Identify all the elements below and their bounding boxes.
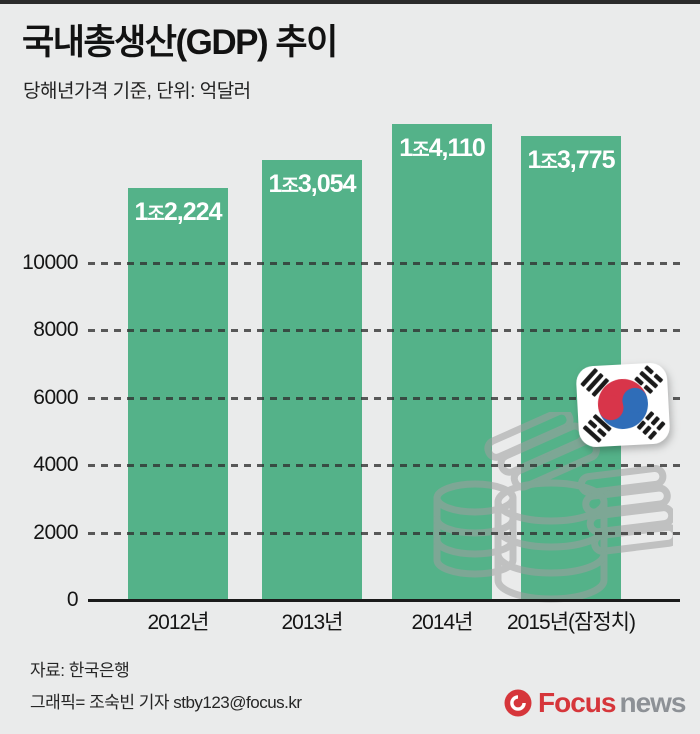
gridline-10000 xyxy=(88,262,680,265)
trigram-gam-icon xyxy=(634,365,663,394)
trigram-ri-icon xyxy=(582,414,612,443)
brand-name-primary: Focus xyxy=(538,687,616,718)
x-axis-tick-label: 2012년 xyxy=(147,611,209,634)
y-axis-tick-label: 0 xyxy=(66,588,79,611)
y-axis-tick-label: 8000 xyxy=(33,318,78,342)
data-source-text: 자료: 한국은행 xyxy=(30,661,130,680)
trigram-geon-icon xyxy=(580,368,609,397)
south-korea-flag-icon xyxy=(576,363,670,447)
x-axis-tick-label: 2013년 xyxy=(281,611,343,634)
x-axis-line xyxy=(88,599,680,602)
chart-unit-note: 당해년가격 기준, 단위: 억달러 xyxy=(23,81,251,102)
gridline-6000 xyxy=(88,396,680,400)
brand-name-secondary: news xyxy=(619,687,686,718)
graphic-credit-text: 그래픽= 조숙빈 기자 stby123@focus.kr xyxy=(30,693,302,712)
bar-value-label: 1조3,054 xyxy=(268,170,357,199)
bar-2012년: 1조2,224 xyxy=(128,188,228,600)
top-border-rule xyxy=(0,0,700,4)
y-axis-tick-label: 4000 xyxy=(33,453,78,477)
focus-news-logo: Focus news xyxy=(503,687,687,719)
trigram-gon-icon xyxy=(636,411,666,440)
y-axis-tick-label: 6000 xyxy=(33,385,78,409)
y-axis-tick-label: 2000 xyxy=(33,520,78,544)
bar-value-label: 1조3,775 xyxy=(527,145,616,174)
x-axis-tick-label: 2015년(잠정치) xyxy=(507,611,636,634)
bar-2013년: 1조3,054 xyxy=(262,160,362,600)
bar-2014년: 1조4,110 xyxy=(392,124,492,600)
y-axis-tick-label: 10000 xyxy=(22,251,78,274)
gridline-8000 xyxy=(88,329,680,333)
gridline-2000 xyxy=(88,531,680,535)
bar-value-label: 1조2,224 xyxy=(134,198,223,227)
bar-value-label: 1조4,110 xyxy=(399,134,486,163)
focus-news-swirl-icon xyxy=(504,689,532,717)
page-title: 국내총생산(GDP) 추이 xyxy=(22,23,338,62)
gridline-4000 xyxy=(88,464,680,468)
x-axis-tick-label: 2014년 xyxy=(411,611,473,634)
